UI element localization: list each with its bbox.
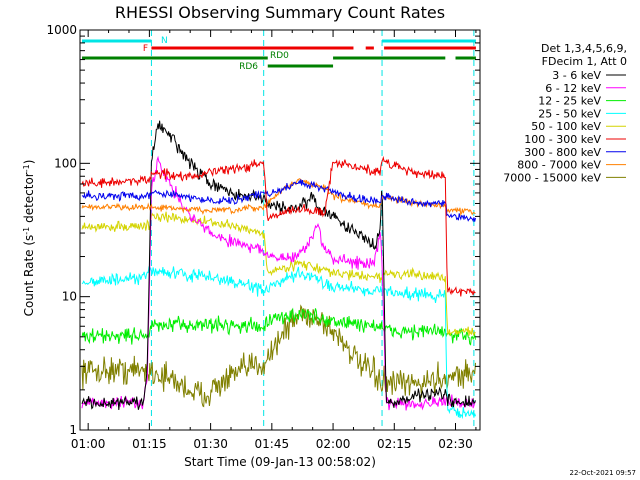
y-tick-label: 1000 bbox=[46, 23, 77, 37]
date-stamp: 22-Oct-2021 09:57 bbox=[570, 469, 636, 477]
x-tick-label: 01:30 bbox=[193, 437, 228, 451]
x-tick-label: 01:15 bbox=[132, 437, 167, 451]
x-axis-ticks: 01:00 01:15 01:30 01:45 02:00 02:15 02:30 bbox=[71, 30, 477, 451]
chart-title: RHESSI Observing Summary Count Rates bbox=[115, 3, 445, 22]
y-axis-label: Count Rate (s-1 detector-1) bbox=[22, 160, 36, 317]
x-tick-label: 02:30 bbox=[438, 437, 473, 451]
y-tick-label: 10 bbox=[62, 290, 77, 304]
legend-header-2: FDecim 1, Att 0 bbox=[542, 55, 627, 68]
series-line-5 bbox=[81, 155, 476, 297]
legend-label-8: 7000 - 15000 keV bbox=[503, 171, 601, 184]
legend-label-2: 12 - 25 keV bbox=[538, 95, 601, 108]
series-line-6 bbox=[81, 179, 476, 223]
x-tick-label: 02:15 bbox=[377, 437, 412, 451]
y-axis-ticks: 1 10 100 1000 bbox=[46, 23, 480, 437]
legend-label-0: 3 - 6 keV bbox=[552, 69, 601, 82]
flag-label-rd6: RD6 bbox=[239, 62, 258, 72]
flag-bars: N F RD0 RD6 bbox=[82, 36, 476, 72]
x-tick-label: 02:00 bbox=[316, 437, 351, 451]
legend-label-3: 25 - 50 keV bbox=[538, 107, 601, 120]
flag-label-n: N bbox=[161, 36, 168, 46]
legend-label-7: 800 - 7000 keV bbox=[517, 159, 601, 172]
x-tick-label: 01:45 bbox=[255, 437, 290, 451]
x-axis-label: Start Time (09-Jan-13 00:58:02) bbox=[184, 455, 376, 469]
legend: Det 1,3,4,5,6,9, FDecim 1, Att 0 3 - 6 k… bbox=[503, 42, 627, 184]
legend-header-1: Det 1,3,4,5,6,9, bbox=[541, 42, 627, 55]
y-tick-label: 1 bbox=[69, 423, 77, 437]
legend-label-6: 300 - 800 keV bbox=[524, 146, 601, 159]
series-line-0 bbox=[81, 120, 476, 411]
legend-label-4: 50 - 100 keV bbox=[531, 120, 601, 133]
flag-label-f: F bbox=[143, 44, 148, 54]
series-line-3 bbox=[81, 266, 476, 420]
plot-frame bbox=[79, 29, 481, 431]
y-tick-label: 100 bbox=[54, 156, 77, 170]
x-tick-label: 01:00 bbox=[71, 437, 106, 451]
legend-label-5: 100 - 300 keV bbox=[524, 133, 601, 146]
legend-label-1: 6 - 12 keV bbox=[545, 82, 601, 95]
plot-area bbox=[81, 30, 476, 430]
series-line-4 bbox=[81, 211, 476, 337]
flag-label-rd0: RD0 bbox=[270, 51, 289, 61]
